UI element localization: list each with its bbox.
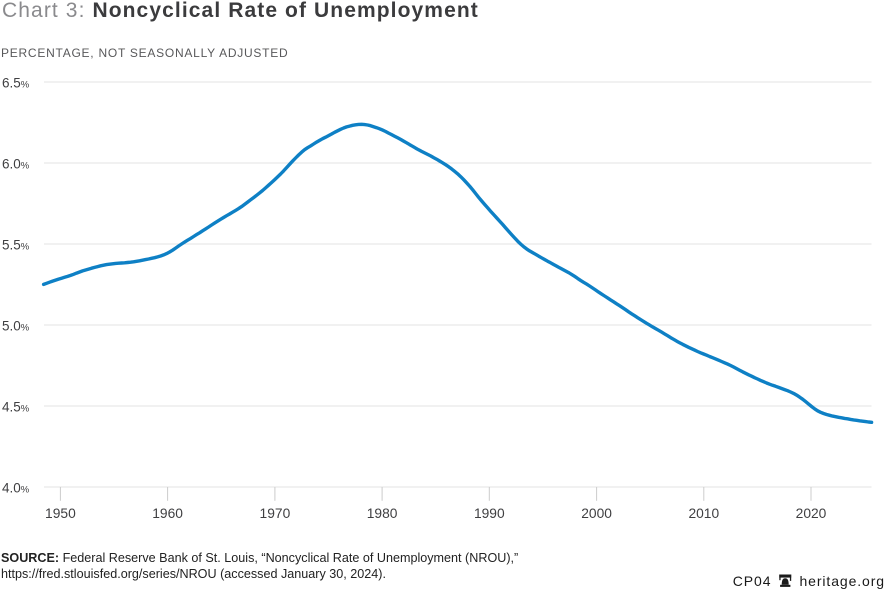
svg-text:5.5%: 5.5% [2,237,30,252]
svg-text:4.5%: 4.5% [2,399,30,414]
svg-text:2000: 2000 [581,506,612,521]
svg-text:4.0%: 4.0% [2,480,30,495]
svg-text:6.5%: 6.5% [2,75,30,90]
svg-text:1980: 1980 [367,506,398,521]
svg-text:2010: 2010 [688,506,719,521]
svg-text:6.0%: 6.0% [2,156,30,171]
svg-text:1970: 1970 [260,506,291,521]
svg-text:1960: 1960 [152,506,183,521]
svg-text:5.0%: 5.0% [2,318,30,333]
svg-text:2020: 2020 [796,506,827,521]
svg-text:1950: 1950 [45,506,76,521]
svg-text:1990: 1990 [474,506,505,521]
